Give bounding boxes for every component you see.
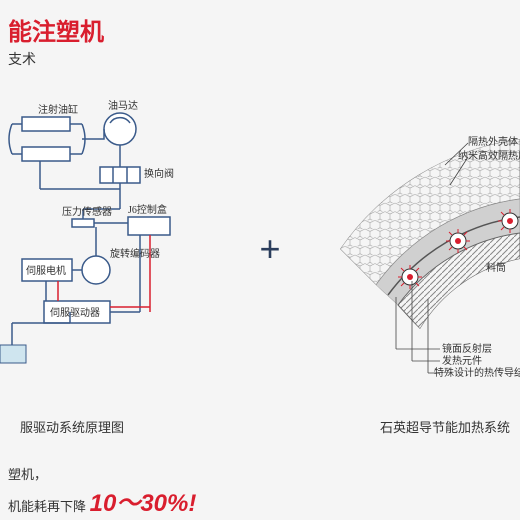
label-oil-motor: 油马达 [108,99,138,112]
label-pressure: 压力传感器 [62,205,112,218]
label-cylinder: 注射油缸 [38,103,78,116]
label-nano: 纳米高效隔热层 [458,149,520,162]
label-conduction: 特殊设计的热传导结构 [434,366,520,379]
page-subtitle: 支术 [0,49,520,69]
page-title: 能注塑机 [0,12,520,47]
bottom-text: 塑机， 机能耗再下降 10～30%! [0,464,520,518]
label-shell: 隔热外壳体 [468,135,518,148]
heating-system-diagram: 隔热外壳体 纳米高效隔热层 料筒 镜面反射层 发热元件 特殊设计的热传导结构 [310,99,520,399]
caption-left: 服驱动系统原理图 [0,417,124,436]
bottom-prefix: 机能耗再下降 [8,499,86,514]
label-barrel: 料筒 [486,261,506,274]
caption-row: 服驱动系统原理图 石英超导节能加热系统 [0,417,520,436]
label-control-box: J6控制盒 [128,203,167,216]
label-reflect: 镜面反射层 [442,342,492,355]
label-servo-motor: 伺服电机 [26,264,66,277]
label-servo-driver: 伺服驱动器 [50,306,100,319]
label-valve: 换向阀 [144,167,174,180]
caption-right: 石英超导节能加热系统 [380,417,520,436]
bottom-highlight: 10～30%! [90,490,197,517]
label-encoder: 旋转编码器 [110,247,160,260]
bottom-line1: 塑机， [8,464,520,483]
label-heater: 发热元件 [442,354,482,367]
diagram-area: 注射油缸 油马达 换向阀 压力传感器 J6控制盒 旋转编码器 伺服电机 伺服驱动… [0,89,520,409]
servo-system-diagram: 注射油缸 油马达 换向阀 压力传感器 J6控制盒 旋转编码器 伺服电机 伺服驱动… [0,99,230,399]
plus-icon: + [251,228,288,270]
bottom-line2: 机能耗再下降 10～30%! [8,483,520,518]
